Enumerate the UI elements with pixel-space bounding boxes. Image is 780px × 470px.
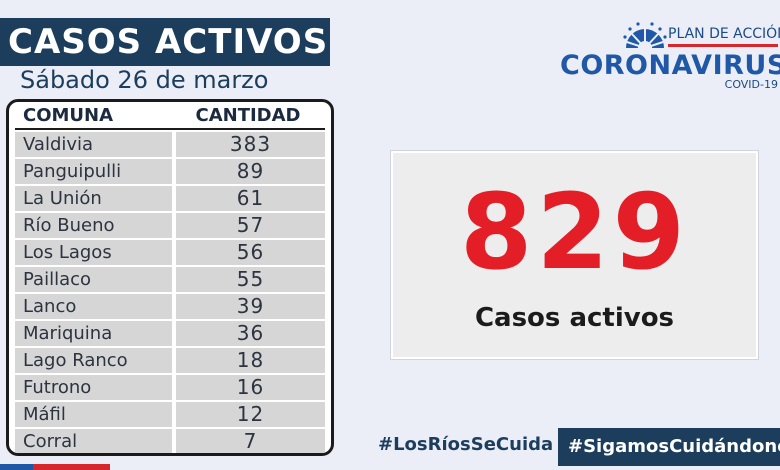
cantidad-cell: 57 — [176, 213, 325, 238]
table-row: Máfil 12 — [15, 402, 325, 427]
comuna-cell: Lago Ranco — [15, 348, 172, 373]
hashtag-sigamos: #SigamosCuidándonos — [558, 428, 780, 466]
comuna-cell: Río Bueno — [15, 213, 172, 238]
plan-coronavirus-logo: PLAN DE ACCIÓN CORONAVIRUS COVID-19 — [560, 22, 780, 92]
cantidad-cell: 383 — [176, 132, 325, 157]
cases-table: COMUNA CANTIDAD Valdivia 383 Panguipulli 8… — [6, 99, 334, 456]
cantidad-cell: 16 — [176, 375, 325, 400]
comuna-cell: Paillaco — [15, 267, 172, 292]
logo-subtext: COVID-19 — [724, 78, 778, 91]
cantidad-cell: 12 — [176, 402, 325, 427]
cantidad-cell: 55 — [176, 267, 325, 292]
active-cases-label: Casos activos — [474, 303, 675, 333]
cantidad-cell: 39 — [176, 294, 325, 319]
date-subtitle: Sábado 26 de marzo — [20, 66, 269, 94]
comuna-cell: Futrono — [15, 375, 172, 400]
comuna-cell: Panguipulli — [15, 159, 172, 184]
table-body: Valdivia 383 Panguipulli 89 La Unión 61 Río… — [15, 130, 325, 453]
column-header-cantidad: CANTIDAD — [195, 104, 301, 126]
table-row: Paillaco 55 — [15, 267, 325, 292]
column-header-comuna: COMUNA — [23, 104, 114, 126]
logo-divider — [668, 44, 778, 47]
table-header: COMUNA CANTIDAD — [15, 102, 325, 130]
cantidad-cell: 18 — [176, 348, 325, 373]
active-cases-total: 829 — [459, 171, 690, 293]
cantidad-cell: 36 — [176, 321, 325, 346]
comuna-cell: La Unión — [15, 186, 172, 211]
comuna-cell: Los Lagos — [15, 240, 172, 265]
logo-plan-text: PLAN DE ACCIÓN — [668, 26, 780, 42]
comuna-cell: Corral — [15, 429, 172, 453]
hashtag-los-rios: #LosRíosSeCuida — [378, 434, 554, 455]
sun-rays-icon — [623, 22, 667, 48]
page-title: CASOS ACTIVOS — [0, 18, 330, 66]
table-row: Lanco 39 — [15, 294, 325, 319]
cantidad-cell: 61 — [176, 186, 325, 211]
comuna-cell: Valdivia — [15, 132, 172, 157]
table-row: Panguipulli 89 — [15, 159, 325, 184]
comuna-cell: Máfil — [15, 402, 172, 427]
table-row: Lago Ranco 18 — [15, 348, 325, 373]
bottom-accent-bar — [0, 464, 110, 470]
active-cases-card: 829 Casos activos — [391, 151, 758, 359]
logo-name: CORONAVIRUS — [560, 50, 780, 81]
table-row: Futrono 16 — [15, 375, 325, 400]
table-row: Corral 7 — [15, 429, 325, 453]
comuna-cell: Mariquina — [15, 321, 172, 346]
comuna-cell: Lanco — [15, 294, 172, 319]
table-row: Valdivia 383 — [15, 132, 325, 157]
table-row: La Unión 61 — [15, 186, 325, 211]
cantidad-cell: 89 — [176, 159, 325, 184]
table-row: Los Lagos 56 — [15, 240, 325, 265]
table-row: Mariquina 36 — [15, 321, 325, 346]
cantidad-cell: 7 — [176, 429, 325, 453]
cantidad-cell: 56 — [176, 240, 325, 265]
table-row: Río Bueno 57 — [15, 213, 325, 238]
